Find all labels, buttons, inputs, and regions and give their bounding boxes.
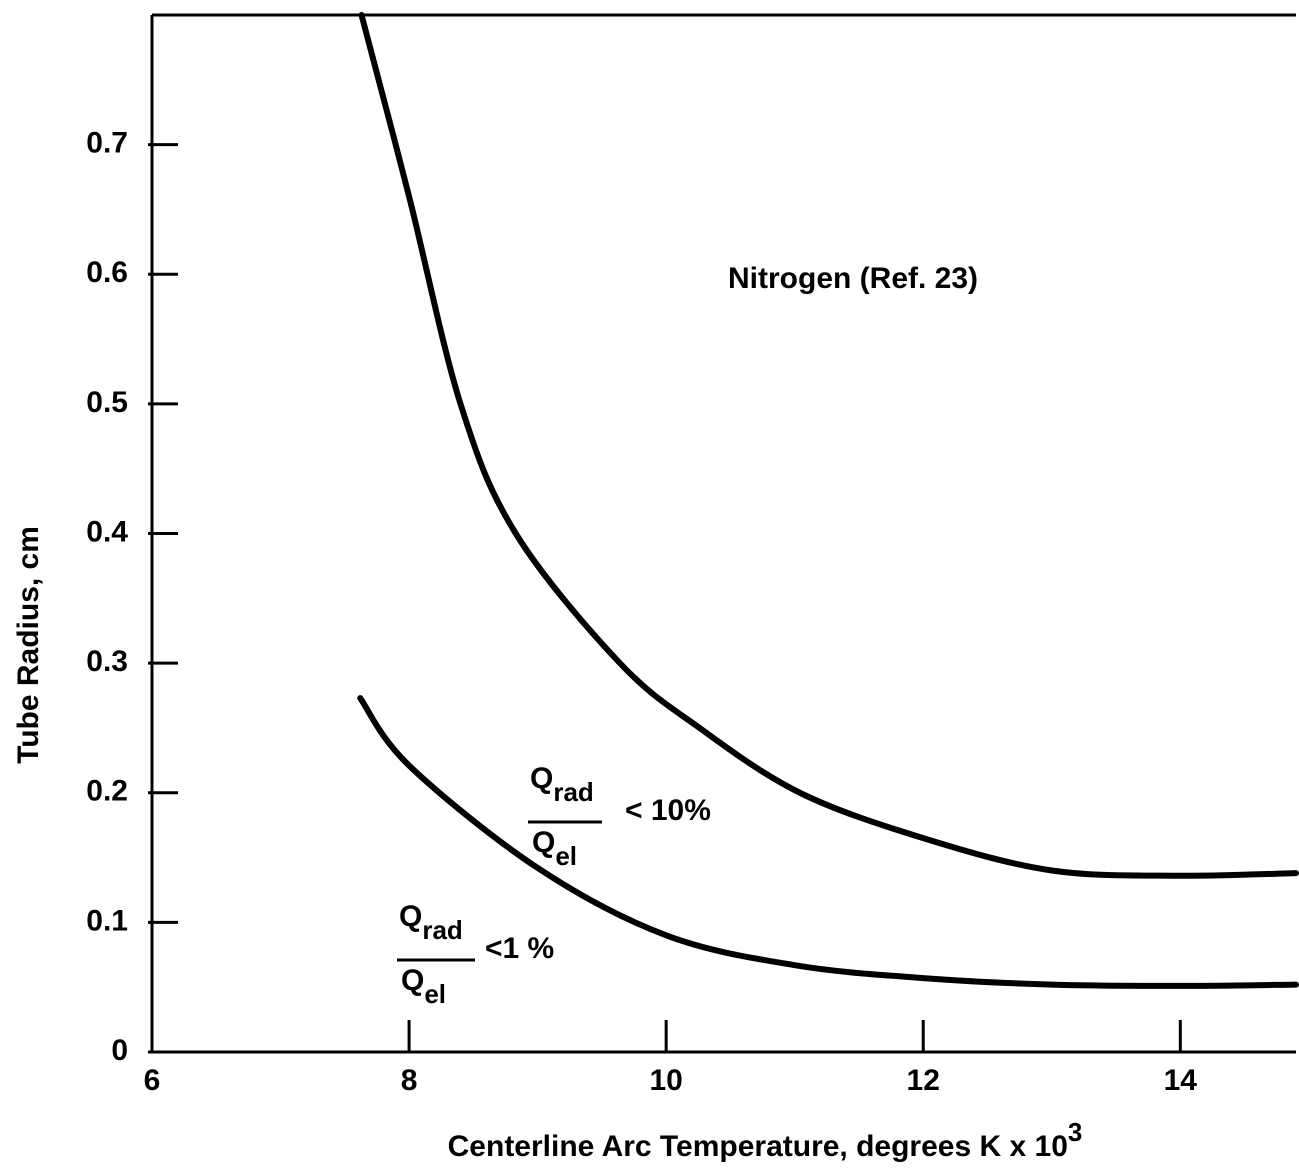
y-tick-label: 0.3 xyxy=(86,645,128,678)
numerator: Qrad xyxy=(399,900,463,945)
denominator-q: Q xyxy=(532,826,555,859)
denominator-q: Q xyxy=(401,964,424,997)
denominator-sub: el xyxy=(424,979,446,1009)
y-tick-label: 0.4 xyxy=(86,515,128,548)
x-axis-label-superscript: 3 xyxy=(1068,1117,1082,1147)
x-tick-label: 12 xyxy=(907,1064,940,1097)
numerator: Qrad xyxy=(530,762,594,807)
y-tick-label: 0.5 xyxy=(86,386,128,419)
y-tick-label: 0.2 xyxy=(86,775,128,808)
y-axis-label: Tube Radius, cm xyxy=(12,526,45,764)
y-tick-label: 0.7 xyxy=(86,127,128,160)
denominator-sub: el xyxy=(555,841,577,871)
x-tick-label: 10 xyxy=(649,1064,682,1097)
y-tick-label: 0.1 xyxy=(86,904,128,937)
line xyxy=(358,12,1299,879)
x-axis-label: Centerline Arc Temperature, degrees K x … xyxy=(448,1117,1083,1163)
numerator-sub: rad xyxy=(422,915,462,945)
x-axis-label-main: Centerline Arc Temperature, degrees K x … xyxy=(448,1130,1068,1163)
y-tick-label: 0 xyxy=(111,1034,128,1067)
denominator: Qel xyxy=(532,826,577,871)
annotation: Nitrogen (Ref. 23) xyxy=(728,262,978,295)
relation: < 10% xyxy=(625,794,711,827)
x-tick-label: 6 xyxy=(144,1064,161,1097)
relation: <1 % xyxy=(485,932,554,965)
line xyxy=(357,695,1299,989)
numerator-q: Q xyxy=(399,900,422,933)
denominator: Qel xyxy=(401,964,446,1009)
x-tick-label: 8 xyxy=(401,1064,418,1097)
numerator-sub: rad xyxy=(553,777,593,807)
y-tick-label: 0.6 xyxy=(86,256,128,289)
numerator-q: Q xyxy=(530,762,553,795)
x-tick-label: 14 xyxy=(1164,1064,1198,1097)
